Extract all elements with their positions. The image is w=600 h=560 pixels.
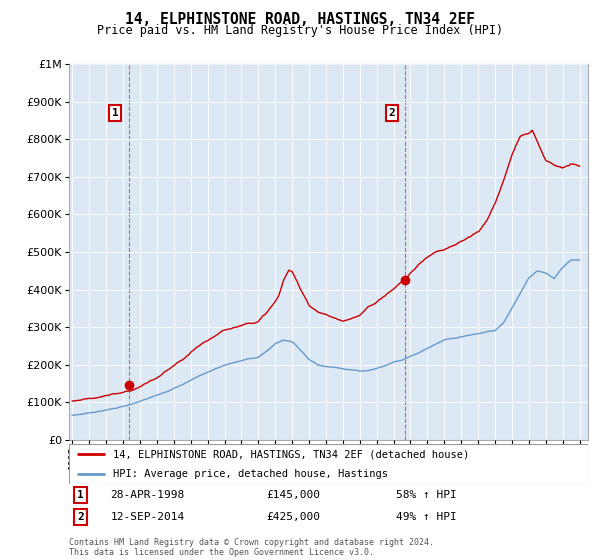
Text: £145,000: £145,000 xyxy=(266,491,320,500)
Text: Price paid vs. HM Land Registry's House Price Index (HPI): Price paid vs. HM Land Registry's House … xyxy=(97,24,503,36)
Text: HPI: Average price, detached house, Hastings: HPI: Average price, detached house, Hast… xyxy=(113,469,388,479)
Text: Contains HM Land Registry data © Crown copyright and database right 2024.
This d: Contains HM Land Registry data © Crown c… xyxy=(69,538,434,557)
Text: 2: 2 xyxy=(389,108,395,118)
Text: 12-SEP-2014: 12-SEP-2014 xyxy=(110,512,185,522)
Text: 1: 1 xyxy=(112,108,118,118)
FancyBboxPatch shape xyxy=(69,444,588,484)
Text: £425,000: £425,000 xyxy=(266,512,320,522)
Text: 28-APR-1998: 28-APR-1998 xyxy=(110,491,185,500)
Text: 14, ELPHINSTONE ROAD, HASTINGS, TN34 2EF (detached house): 14, ELPHINSTONE ROAD, HASTINGS, TN34 2EF… xyxy=(113,449,469,459)
Text: 1: 1 xyxy=(77,491,84,500)
Text: 49% ↑ HPI: 49% ↑ HPI xyxy=(396,512,457,522)
Text: 58% ↑ HPI: 58% ↑ HPI xyxy=(396,491,457,500)
Text: 2: 2 xyxy=(77,512,84,522)
Text: 14, ELPHINSTONE ROAD, HASTINGS, TN34 2EF: 14, ELPHINSTONE ROAD, HASTINGS, TN34 2EF xyxy=(125,12,475,27)
